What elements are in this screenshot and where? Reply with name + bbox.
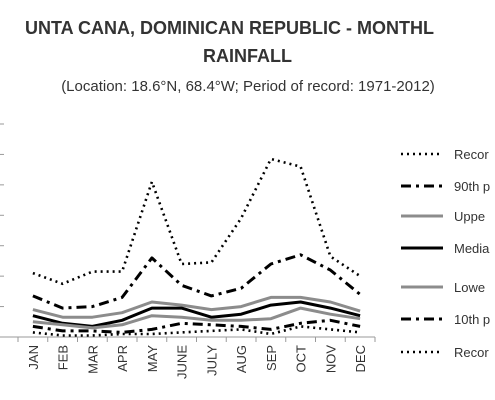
category-label: NOV	[323, 345, 338, 374]
series-lines	[32, 157, 362, 337]
legend-label: Media	[454, 241, 490, 256]
category-label: DEC	[353, 345, 368, 372]
category-label: APR	[115, 345, 130, 372]
chart-title-line-1: UNTA CANA, DOMINICAN REPUBLIC - MONTHL	[25, 18, 434, 38]
category-label: JAN	[26, 345, 41, 370]
category-labels: JAN FEB MAR APR MAY JUNE JULY AUG SEP OCT NOV DEC	[26, 345, 368, 379]
legend-label: Lowe	[454, 280, 485, 295]
chart-title-line-2: RAINFALL	[203, 46, 292, 66]
category-label: JULY	[204, 345, 219, 376]
category-label: FEB	[56, 345, 71, 370]
category-label: MAY	[145, 345, 160, 373]
legend-label: 90th p	[454, 179, 490, 194]
series-line-7	[32, 325, 361, 337]
category-label: JUNE	[175, 345, 190, 379]
chart-axes	[0, 123, 376, 342]
series-line-5	[32, 306, 361, 330]
category-label: AUG	[234, 345, 249, 373]
legend: Recor 90th p Uppe Media Lowe 10th p Recor	[401, 147, 490, 360]
series-line-6	[32, 318, 361, 334]
category-label: SEP	[264, 345, 279, 371]
legend-label: Recor	[454, 147, 489, 162]
legend-label: Recor	[454, 345, 489, 360]
series-line-1	[32, 157, 361, 286]
chart-subtitle: (Location: 18.6°N, 68.4°W; Period of rec…	[61, 78, 435, 95]
legend-label: Uppe	[454, 209, 485, 224]
legend-label: 10th p	[454, 312, 490, 327]
series-line-3	[32, 295, 361, 319]
category-label: OCT	[294, 345, 309, 373]
category-label: MAR	[85, 345, 100, 374]
